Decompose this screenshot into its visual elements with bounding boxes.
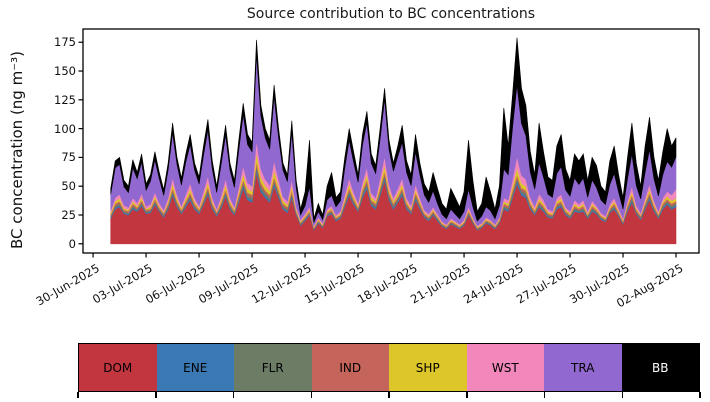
legend-item-shp: SHP: [389, 344, 467, 391]
legend-tick: [388, 392, 390, 398]
legend-tick: [77, 392, 79, 398]
legend-tick: [232, 392, 235, 398]
y-tick-label: 50: [61, 179, 76, 194]
y-tick-label: 150: [54, 64, 76, 79]
y-tick-label: 100: [54, 121, 76, 136]
legend-tick: [699, 392, 701, 398]
legend-item-bb: BB: [621, 344, 699, 391]
y-tick-label: 0: [68, 236, 76, 251]
legend-tick: [543, 392, 546, 398]
area-bb: [110, 37, 677, 224]
legend-label: BB: [652, 360, 669, 375]
legend-label: WST: [491, 360, 519, 375]
legend-label: ENE: [183, 360, 208, 375]
y-tick-label: 25: [61, 207, 76, 222]
legend-item-dom: DOM: [79, 344, 157, 391]
legend-tick: [466, 392, 468, 398]
legend-label: IND: [339, 360, 362, 375]
legend-tick: [621, 392, 623, 398]
y-tick-label: 175: [54, 35, 76, 50]
y-tick-label: 125: [54, 92, 76, 107]
legend-label: SHP: [415, 360, 440, 375]
legend-colorbar: DOM ENE FLR IND SHP WST TRA BB: [78, 343, 700, 392]
chart-title: Source contribution to BC concentrations: [246, 6, 536, 22]
legend-label: DOM: [103, 360, 133, 375]
legend-item-ene: ENE: [156, 344, 234, 391]
legend-item-wst: WST: [466, 344, 544, 391]
legend-label: TRA: [571, 360, 595, 375]
legend-tick: [155, 392, 157, 398]
legend-label: FLR: [261, 360, 284, 375]
legend-item-tra: TRA: [544, 344, 622, 391]
y-tick-label: 75: [61, 150, 76, 165]
legend-item-ind: IND: [311, 344, 389, 391]
legend-tick: [310, 392, 312, 398]
legend-item-flr: FLR: [234, 344, 312, 391]
